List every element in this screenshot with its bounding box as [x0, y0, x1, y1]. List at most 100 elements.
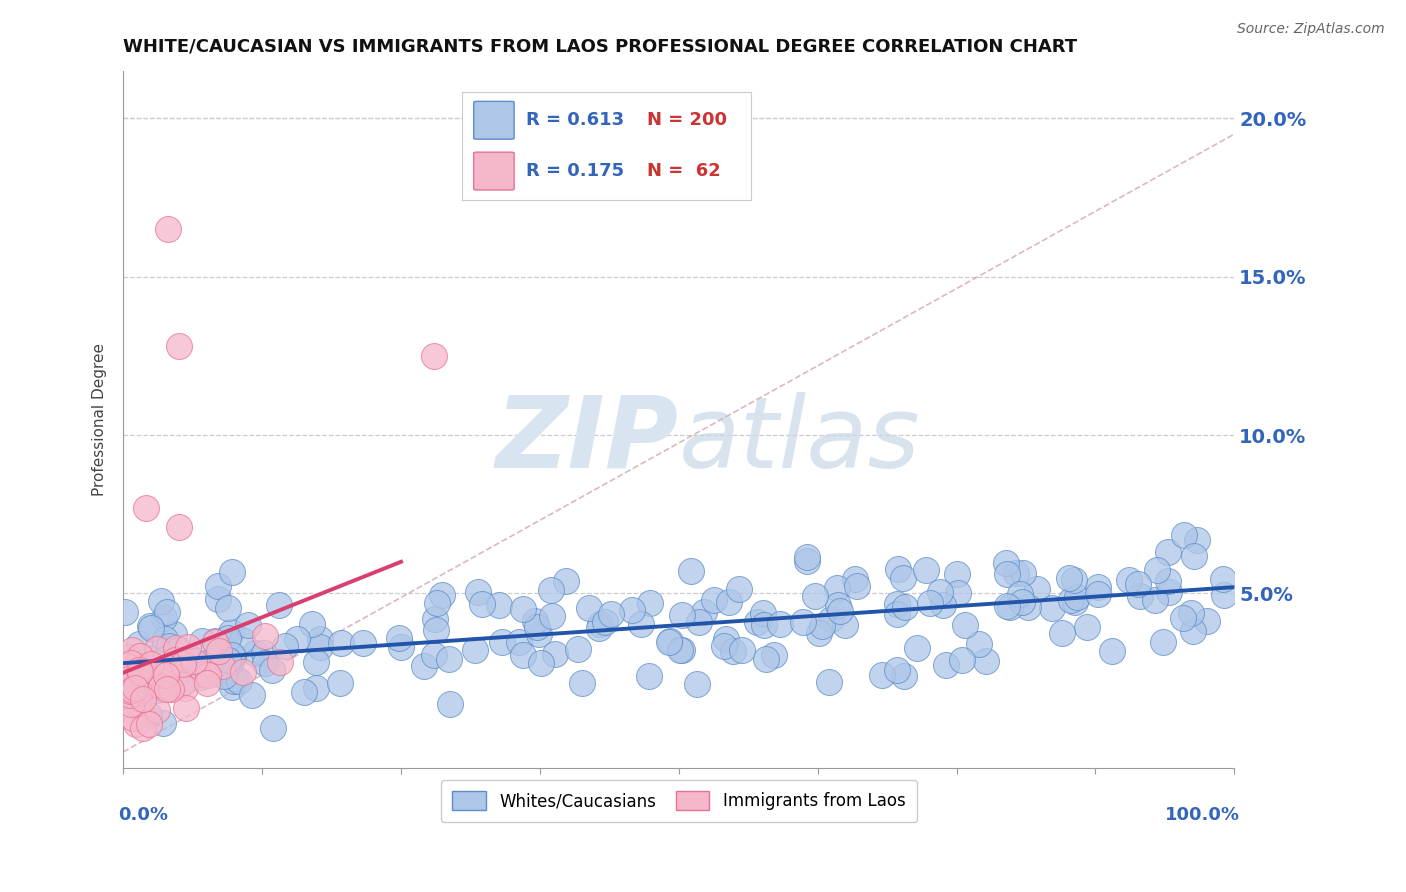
Point — [1012, 566, 1035, 580]
Point — [688, 615, 710, 629]
Point — [157, 658, 180, 673]
Point — [117, 658, 139, 673]
Point — [129, 669, 152, 683]
Point — [423, 349, 446, 363]
Point — [1171, 611, 1194, 625]
Text: Source: ZipAtlas.com: Source: ZipAtlas.com — [1237, 22, 1385, 37]
Point — [121, 681, 143, 696]
Point — [190, 667, 212, 681]
Point — [1063, 573, 1085, 587]
Point — [818, 674, 841, 689]
Point — [240, 689, 263, 703]
Point — [967, 636, 990, 650]
Point — [269, 655, 291, 669]
Point — [214, 669, 236, 683]
Point — [129, 690, 152, 705]
Point — [929, 584, 952, 599]
Point — [893, 669, 915, 683]
Point — [120, 697, 142, 711]
Point — [162, 627, 184, 641]
Point — [138, 716, 160, 731]
Point — [128, 637, 150, 651]
Point — [703, 593, 725, 607]
Point — [669, 643, 692, 657]
Point — [974, 654, 997, 668]
Point — [792, 615, 814, 629]
Point — [540, 582, 562, 597]
Point — [190, 670, 212, 684]
Point — [471, 597, 494, 611]
Point — [692, 605, 714, 619]
Point — [425, 623, 447, 637]
Point — [156, 682, 179, 697]
Point — [389, 640, 412, 654]
Point — [121, 642, 143, 657]
Point — [329, 636, 352, 650]
Point — [208, 644, 231, 658]
Point — [804, 589, 827, 603]
Point — [174, 681, 197, 695]
Point — [132, 665, 155, 679]
Point — [177, 640, 200, 654]
Point — [830, 604, 852, 618]
Point — [153, 611, 176, 625]
Point — [166, 642, 188, 657]
Point — [946, 567, 969, 582]
Point — [122, 710, 145, 724]
Point — [170, 678, 193, 692]
Point — [714, 632, 737, 646]
Point — [1050, 626, 1073, 640]
Point — [1060, 593, 1083, 607]
Point — [132, 691, 155, 706]
Point — [157, 639, 180, 653]
Point — [796, 554, 818, 568]
Point — [526, 620, 548, 634]
Point — [755, 652, 778, 666]
Point — [995, 599, 1018, 614]
Point — [763, 648, 786, 662]
Point — [153, 632, 176, 646]
Point — [523, 614, 546, 628]
Point — [211, 658, 233, 673]
Point — [671, 643, 693, 657]
Point — [222, 674, 245, 689]
Point — [142, 652, 165, 666]
Point — [467, 585, 489, 599]
Point — [156, 222, 179, 236]
Point — [132, 721, 155, 735]
Point — [718, 595, 741, 609]
Point — [1017, 599, 1039, 614]
Point — [120, 656, 142, 670]
Point — [600, 607, 623, 621]
Point — [1126, 576, 1149, 591]
Point — [152, 715, 174, 730]
Point — [886, 562, 908, 576]
Point — [1187, 533, 1209, 547]
Point — [124, 681, 146, 695]
Point — [155, 667, 177, 681]
Point — [1181, 624, 1204, 638]
Point — [997, 566, 1019, 581]
Point — [915, 563, 938, 577]
Point — [170, 653, 193, 667]
Point — [731, 643, 754, 657]
Point — [630, 617, 652, 632]
Point — [163, 651, 186, 665]
Point — [1129, 589, 1152, 603]
Point — [567, 641, 589, 656]
Point — [464, 642, 486, 657]
Point — [197, 668, 219, 682]
Point — [1212, 588, 1234, 602]
Point — [112, 683, 135, 698]
Point — [1212, 573, 1234, 587]
Point — [127, 691, 149, 706]
Point — [236, 618, 259, 632]
Point — [195, 675, 218, 690]
Point — [686, 677, 709, 691]
Point — [426, 596, 449, 610]
Point — [512, 602, 534, 616]
Point — [491, 635, 513, 649]
Point — [955, 617, 977, 632]
Point — [1173, 527, 1195, 541]
Point — [681, 564, 703, 578]
